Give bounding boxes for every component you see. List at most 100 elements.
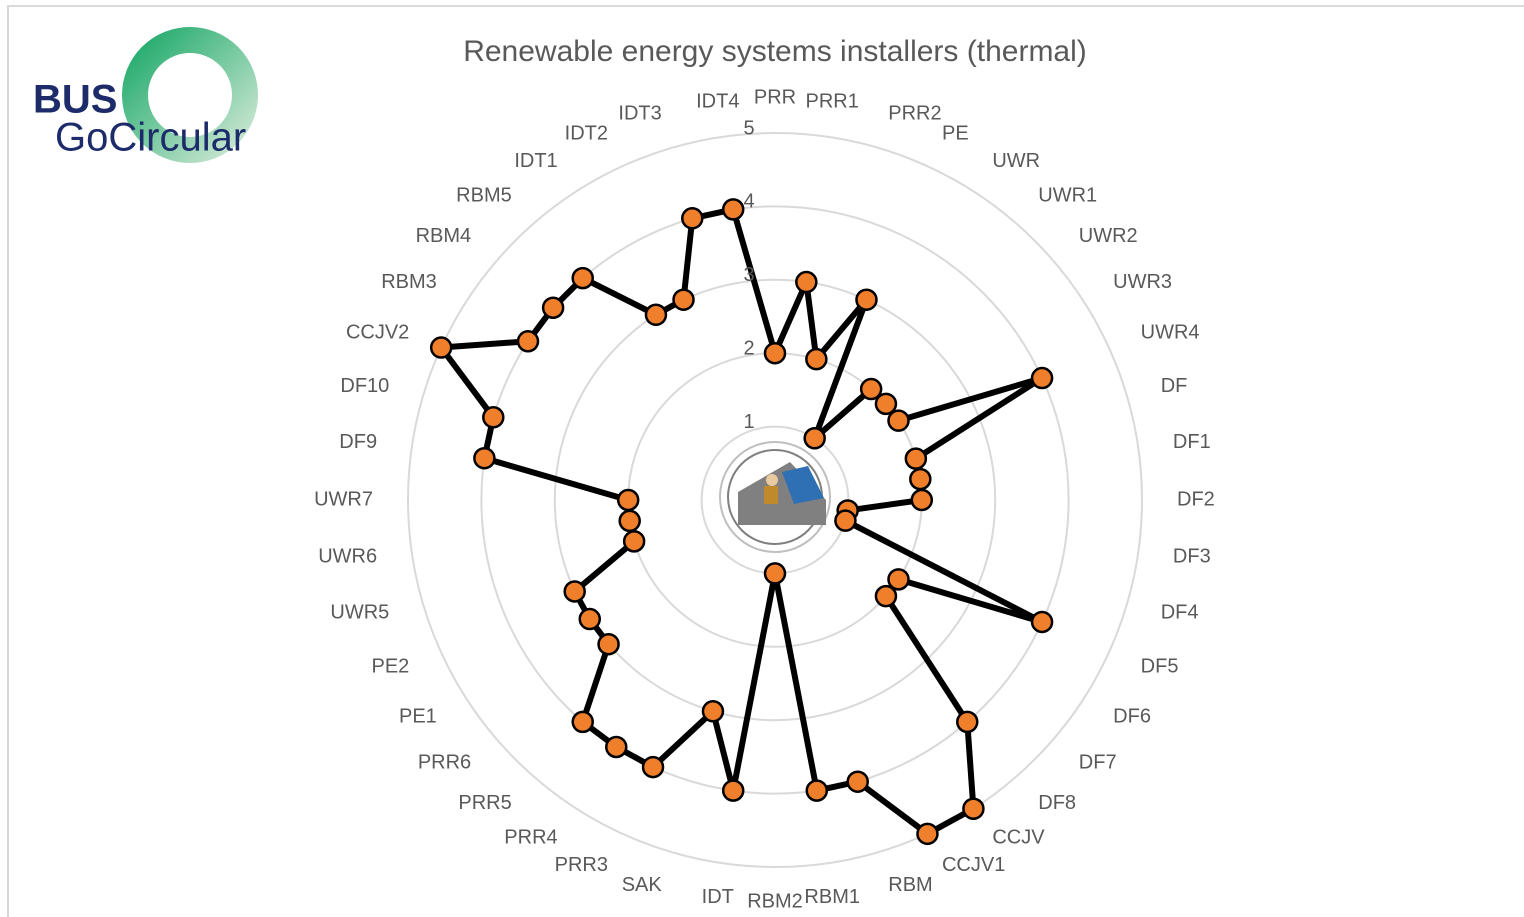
data-point xyxy=(616,488,640,512)
category-label: SAK xyxy=(622,874,663,896)
category-label: DF8 xyxy=(1038,792,1076,814)
category-label: PRR4 xyxy=(504,826,557,848)
logo-text: BUS xyxy=(33,78,117,122)
icon-panel xyxy=(782,466,824,504)
data-point xyxy=(763,562,787,585)
category-label: UWR xyxy=(992,150,1040,172)
data-point xyxy=(805,347,828,371)
category-label: PRR1 xyxy=(806,90,859,112)
category-label: IDT1 xyxy=(514,150,557,172)
category-label: DF10 xyxy=(340,375,389,397)
data-point xyxy=(763,341,787,365)
data-point xyxy=(672,288,695,311)
data-point xyxy=(681,207,704,230)
data-point xyxy=(916,822,939,846)
category-label: PE xyxy=(942,123,969,145)
data-point xyxy=(482,406,505,429)
category-label: DF9 xyxy=(339,431,377,453)
data-point xyxy=(874,392,898,416)
category-label: RBM3 xyxy=(381,271,437,293)
data-point xyxy=(887,409,910,432)
icon-person xyxy=(764,486,778,504)
category-label: PRR5 xyxy=(458,792,511,814)
data-point xyxy=(541,296,565,319)
category-label: PRR xyxy=(754,86,796,108)
category-label: DF4 xyxy=(1161,602,1199,624)
category-label: UWR6 xyxy=(318,545,377,567)
category-label: PRR2 xyxy=(888,103,941,125)
center-icon xyxy=(719,441,831,553)
data-point xyxy=(805,779,829,802)
data-point xyxy=(578,607,602,631)
data-point xyxy=(644,303,668,327)
data-point xyxy=(721,779,745,802)
category-label: RBM1 xyxy=(804,886,860,908)
r-tick-label: 4 xyxy=(743,191,754,213)
category-label: DF3 xyxy=(1173,545,1211,567)
category-label: RBM4 xyxy=(416,225,472,247)
data-point xyxy=(859,377,883,401)
data-point xyxy=(516,330,540,353)
category-label: PE1 xyxy=(399,706,437,728)
data-point xyxy=(618,509,641,533)
category-label: IDT3 xyxy=(618,103,661,125)
category-label: RBM2 xyxy=(747,890,803,912)
data-point xyxy=(1030,366,1054,390)
data-point xyxy=(846,770,869,793)
data-point xyxy=(803,427,826,450)
r-tick-label: 1 xyxy=(743,411,754,433)
category-label: PE2 xyxy=(372,655,410,677)
data-point xyxy=(855,288,878,311)
category-label: UWR4 xyxy=(1141,321,1200,343)
data-point xyxy=(571,266,594,290)
data-point xyxy=(910,488,934,512)
frame xyxy=(7,5,1524,917)
data-point xyxy=(571,710,594,734)
data-point xyxy=(701,700,725,723)
grid-ring xyxy=(407,132,1143,868)
category-label: DF7 xyxy=(1079,752,1117,774)
category-label: RBM xyxy=(888,874,932,896)
data-point xyxy=(962,797,985,820)
logo-ring xyxy=(122,27,258,163)
category-label: PRR3 xyxy=(555,854,608,876)
data-point xyxy=(597,632,620,656)
r-tick-label: 2 xyxy=(743,337,754,359)
data-point xyxy=(956,710,979,734)
data-point xyxy=(622,530,646,553)
data-point xyxy=(605,735,628,759)
category-label: DF5 xyxy=(1141,655,1179,677)
category-label: CCJV1 xyxy=(942,854,1005,876)
data-point xyxy=(909,467,932,491)
data-point xyxy=(795,270,818,294)
category-label: DF6 xyxy=(1113,706,1151,728)
category-label: IDT4 xyxy=(696,90,739,112)
r-tick-label: 3 xyxy=(743,264,754,286)
category-label: UWR2 xyxy=(1079,225,1138,247)
category-label: CCJV2 xyxy=(346,321,409,343)
category-label: RBM5 xyxy=(456,184,512,206)
r-tick-label: 5 xyxy=(743,117,754,139)
category-label: IDT2 xyxy=(565,123,608,145)
chart-title: Renewable energy systems installers (the… xyxy=(463,35,1087,68)
category-label: DF2 xyxy=(1177,488,1215,510)
category-label: UWR7 xyxy=(314,488,373,510)
category-label: CCJV xyxy=(992,826,1045,848)
data-point xyxy=(473,446,496,470)
logo: BUS GoCircular xyxy=(33,27,258,163)
category-label: PRR6 xyxy=(418,752,471,774)
category-label: DF1 xyxy=(1173,431,1211,453)
data-point xyxy=(834,509,857,532)
category-label: UWR5 xyxy=(330,602,389,624)
data-point xyxy=(721,198,745,221)
category-label: UWR3 xyxy=(1113,271,1172,293)
data-point xyxy=(1030,610,1054,634)
data-point xyxy=(874,584,898,608)
data-point xyxy=(641,755,665,779)
category-label: DF xyxy=(1161,375,1188,397)
data-point xyxy=(887,568,910,591)
icon-person xyxy=(766,474,778,486)
data-point xyxy=(429,336,453,359)
